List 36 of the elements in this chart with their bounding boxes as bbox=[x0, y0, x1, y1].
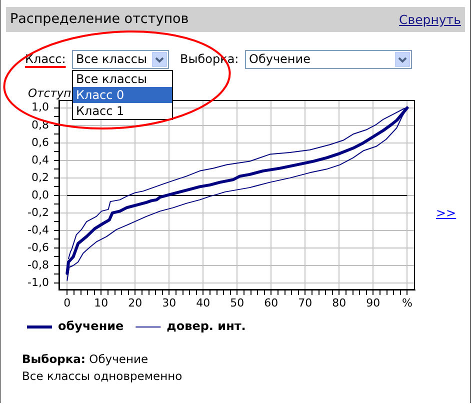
x-tick-label: 80 bbox=[332, 296, 346, 310]
text: Все классы одновременно bbox=[22, 369, 182, 383]
text: Выборка: bbox=[22, 352, 86, 366]
x-tick-label: 0 bbox=[64, 296, 71, 310]
y-axis-title: Отступ bbox=[28, 86, 72, 100]
annotation: Класс 1 bbox=[76, 104, 124, 118]
text: Класс: bbox=[25, 52, 66, 66]
y-tick-label: -0,2 bbox=[28, 206, 49, 219]
x-tick-label: 30 bbox=[162, 296, 176, 310]
annotation: Класс 0 bbox=[76, 88, 124, 102]
text: >> bbox=[436, 206, 456, 220]
legend-label: обучение bbox=[58, 319, 124, 334]
class-dropdown: Все классы bbox=[72, 50, 169, 69]
y-tick-label: -1,0 bbox=[28, 276, 49, 289]
x-tick-label: 10 bbox=[94, 296, 108, 310]
y-tick-label: 1,0 bbox=[32, 100, 49, 114]
x-tick-label: 20 bbox=[128, 296, 142, 310]
y-tick-label: -0,8 bbox=[28, 258, 49, 272]
x-tick-label: 90 bbox=[366, 296, 380, 310]
x-tick-label: 70 bbox=[298, 296, 312, 310]
legend-label: довер. инт. bbox=[166, 319, 246, 334]
text: Свернуть bbox=[399, 12, 461, 27]
y-tick-label: -0,4 bbox=[28, 223, 49, 236]
y-tick-label: 0,6 bbox=[32, 136, 49, 149]
x-tick-label: % bbox=[402, 296, 412, 310]
y-tick-label: -0,6 bbox=[28, 240, 49, 254]
chart-title: Распределение отступов bbox=[10, 11, 189, 27]
sample-dropdown: Обучение bbox=[245, 50, 412, 69]
dropdown-list: Все классы Класс 0 Класс 1 bbox=[72, 70, 173, 120]
x-tick-label: 50 bbox=[230, 296, 244, 310]
y-tick-label: 0,4 bbox=[32, 153, 49, 166]
text: Обучение bbox=[89, 352, 148, 366]
x-tick-label: 40 bbox=[196, 296, 210, 310]
y-tick-label: 0,0 bbox=[32, 188, 49, 202]
y-tick-label: 0,2 bbox=[32, 170, 49, 184]
x-tick-label: 60 bbox=[264, 296, 278, 310]
